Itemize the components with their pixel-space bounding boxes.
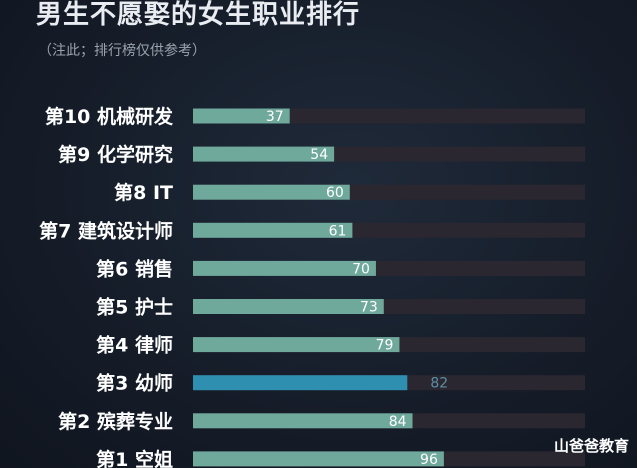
bar bbox=[193, 413, 413, 429]
category-label: 第9 化学研究 bbox=[58, 143, 173, 166]
chart-subtitle: （注此；排行榜仅供参考） bbox=[38, 43, 206, 59]
bar-value-label: 70 bbox=[352, 261, 370, 277]
bar bbox=[193, 299, 384, 314]
chart-title: 男生不愿娶的女生职业排行 bbox=[36, 0, 361, 30]
category-label: 第8 IT bbox=[114, 181, 173, 204]
bar-value-label: 96 bbox=[420, 452, 438, 468]
category-label: 第3 幼师 bbox=[96, 372, 173, 395]
watermark-text: 山爸爸教育 bbox=[553, 437, 629, 455]
bar bbox=[193, 146, 335, 162]
bar bbox=[193, 222, 353, 238]
category-label: 第4 律师 bbox=[96, 334, 173, 357]
category-label: 第5 护士 bbox=[96, 296, 173, 319]
category-label: 第10 机械研发 bbox=[45, 105, 174, 128]
bar-value-label: 79 bbox=[376, 338, 394, 354]
bar bbox=[193, 184, 350, 200]
category-label: 第2 殡葬专业 bbox=[58, 410, 173, 433]
bar bbox=[193, 375, 408, 391]
bar-value-label: 60 bbox=[326, 185, 344, 201]
bar-value-label: 37 bbox=[266, 109, 284, 125]
bar bbox=[193, 108, 290, 124]
bar bbox=[193, 260, 376, 276]
bar-value-label: 82 bbox=[430, 376, 448, 392]
bar-value-label: 84 bbox=[389, 414, 407, 430]
category-label: 第1 空姐 bbox=[96, 448, 173, 468]
category-label: 第6 销售 bbox=[96, 257, 173, 280]
category-label: 第7 建筑设计师 bbox=[39, 219, 173, 242]
bar bbox=[193, 451, 444, 467]
bar-value-label: 73 bbox=[360, 300, 378, 316]
bar-value-label: 54 bbox=[310, 147, 328, 163]
bar-track bbox=[193, 108, 585, 124]
bar-value-label: 61 bbox=[329, 223, 347, 239]
bar bbox=[193, 337, 400, 353]
